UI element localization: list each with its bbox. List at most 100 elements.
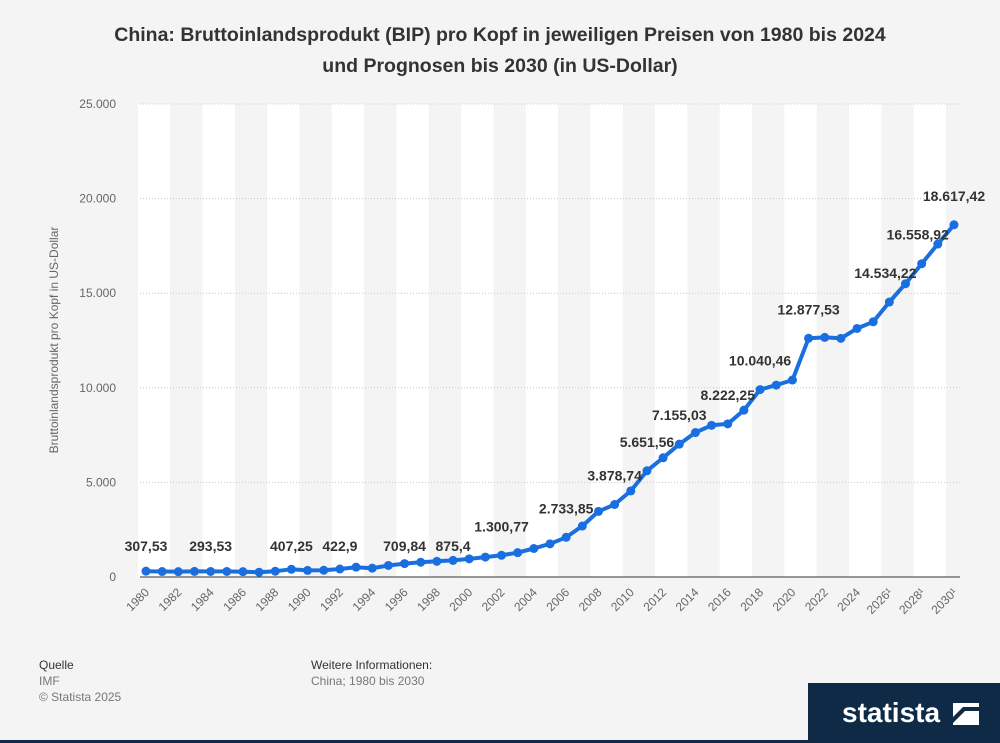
plot-band — [137, 104, 171, 577]
data-point — [513, 548, 523, 558]
plot-band — [719, 104, 752, 577]
x-tick-label: 2004 — [511, 585, 540, 614]
plot-band — [202, 104, 235, 577]
info-text: China; 1980 bis 2030 — [311, 674, 425, 688]
data-point — [432, 556, 442, 566]
y-axis-title: Bruttoinlandsprodukt pro Kopf in US-Doll… — [47, 227, 61, 454]
data-point — [820, 332, 830, 342]
data-point — [173, 567, 183, 577]
bottom-divider — [0, 740, 808, 743]
data-point — [755, 385, 765, 395]
data-label: 407,25 — [270, 538, 313, 554]
data-label: 5.651,56 — [620, 434, 675, 450]
data-point — [593, 506, 603, 516]
y-tick-label: 20.000 — [79, 192, 116, 206]
data-label: 422,9 — [322, 538, 357, 554]
x-axis-ticks: 1980 1982 1984 1986 1988 1990 1992 1994 1996 1998… — [123, 585, 960, 617]
data-point — [852, 323, 862, 333]
x-tick-label: 2026¹ — [864, 585, 896, 617]
x-tick-label: 2016 — [705, 585, 734, 614]
data-label: 8.222,25 — [701, 387, 756, 403]
data-point — [658, 453, 668, 463]
plot-band — [525, 104, 559, 577]
data-point — [836, 333, 846, 343]
source-link[interactable]: IMF — [39, 674, 60, 688]
data-labels: 307,53 293,53 407,25 422,9 709,84 875,41.300,… — [125, 188, 986, 554]
data-point — [141, 566, 151, 576]
data-label: 875,4 — [436, 538, 471, 554]
data-label: 2.733,85 — [539, 500, 594, 516]
x-tick-label: 1990 — [285, 585, 314, 614]
data-point — [626, 486, 636, 496]
x-tick-label: 2014 — [673, 585, 702, 614]
x-tick-label: 1994 — [350, 585, 379, 614]
y-tick-label: 0 — [109, 570, 116, 584]
plot-band — [461, 104, 494, 577]
x-tick-label: 2000 — [447, 585, 476, 614]
data-point — [545, 539, 555, 549]
data-point — [577, 521, 587, 531]
data-point — [254, 567, 264, 577]
data-point — [787, 375, 797, 385]
x-tick-label: 2010 — [608, 585, 637, 614]
statista-logo[interactable]: statista — [808, 683, 1000, 743]
copyright-text: © Statista 2025 — [39, 690, 122, 704]
data-point — [610, 499, 620, 509]
data-point — [771, 380, 781, 390]
plot-band — [590, 104, 623, 577]
data-point — [238, 567, 248, 577]
data-point — [448, 555, 458, 565]
y-tick-label: 5.000 — [86, 475, 116, 489]
x-tick-label: 1992 — [317, 585, 346, 614]
data-point — [189, 566, 199, 576]
footer-source: Quelle IMF © Statista 2025 — [39, 657, 121, 705]
data-label: 12.877,53 — [777, 301, 839, 317]
chart-title-line-2: und Prognosen bis 2030 (in US-Dollar) — [322, 55, 678, 77]
x-tick-label: 1996 — [382, 585, 411, 614]
x-tick-label: 2018 — [737, 585, 766, 614]
x-tick-label: 1984 — [188, 585, 217, 614]
plot-band — [655, 104, 688, 577]
data-point — [270, 566, 280, 576]
data-point — [319, 565, 329, 575]
x-tick-label: 1980 — [123, 585, 152, 614]
data-point — [674, 439, 684, 449]
y-axis-ticks: 0 5.000 10.000 15.000 20.000 25.000 — [79, 97, 116, 584]
data-label: 709,84 — [383, 538, 426, 554]
data-point — [884, 297, 894, 307]
x-tick-label: 2008 — [576, 585, 605, 614]
y-tick-label: 25.000 — [79, 97, 116, 111]
x-tick-label: 2002 — [479, 585, 508, 614]
statista-logo-icon — [953, 703, 979, 725]
data-point — [707, 420, 717, 430]
data-point — [351, 562, 361, 572]
data-point — [917, 259, 927, 269]
x-tick-label: 2006 — [543, 585, 572, 614]
data-point — [206, 566, 216, 576]
plot-bands — [137, 104, 946, 577]
data-point — [868, 317, 878, 327]
data-point — [804, 333, 814, 343]
data-point — [157, 567, 167, 577]
data-label: 10.040,46 — [729, 353, 791, 369]
data-point — [400, 559, 410, 569]
data-label: 14.534,22 — [854, 265, 916, 281]
data-point — [497, 550, 507, 560]
x-tick-label: 1998 — [414, 585, 443, 614]
x-tick-label: 2020 — [770, 585, 799, 614]
x-tick-label: 2030¹ — [929, 585, 961, 617]
data-label: 293,53 — [189, 538, 232, 554]
data-point — [690, 428, 700, 438]
data-label: 1.300,77 — [474, 518, 529, 534]
data-point — [723, 419, 733, 429]
data-point — [901, 279, 911, 289]
data-point — [739, 405, 749, 415]
data-point — [335, 564, 345, 574]
plot-band — [396, 104, 429, 577]
info-heading: Weitere Informationen: — [311, 658, 433, 672]
data-point — [529, 543, 539, 553]
plot-band — [331, 104, 365, 577]
y-tick-label: 10.000 — [79, 381, 116, 395]
data-point — [949, 220, 959, 230]
